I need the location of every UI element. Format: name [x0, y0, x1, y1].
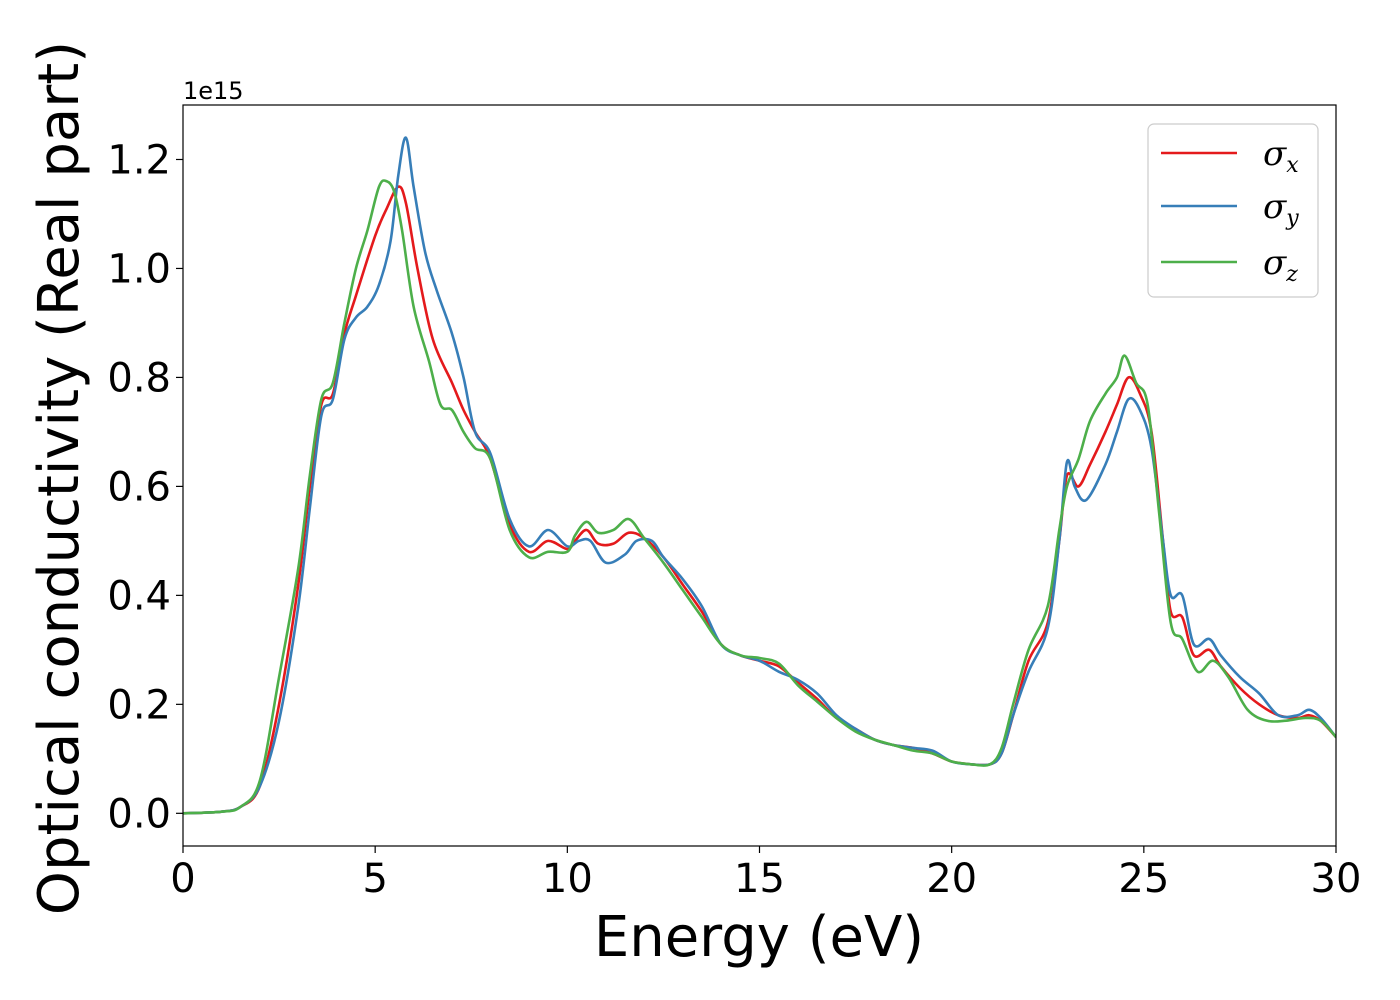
y-tick-label: 0.2	[107, 682, 171, 728]
y-tick-label: 0.0	[107, 791, 171, 837]
x-tick-label: 30	[1311, 856, 1362, 902]
legend-box	[1147, 123, 1319, 298]
y-tick-label: 0.8	[107, 355, 171, 401]
x-tick-label: 25	[1118, 856, 1169, 902]
plot-frame	[182, 104, 1337, 847]
y-tick-label: 1.2	[107, 137, 171, 183]
x-tick-label: 20	[926, 856, 977, 902]
y-tick-label: 0.4	[107, 573, 171, 619]
legend-entries: σx σy σz	[1161, 134, 1299, 287]
tick-layer: 0 5 10 15 20 25 30 0.0 0.2 0.4 0.6 0.8 1.0 1.2	[107, 137, 1361, 902]
series-line-z	[183, 179, 1336, 815]
legend-label-z: σz	[1263, 243, 1298, 287]
legend: σx σy σz	[1147, 123, 1319, 298]
legend-label-x: σx	[1263, 134, 1299, 178]
x-tick-label: 5	[362, 856, 387, 902]
x-axis-label: Energy (eV)	[594, 905, 924, 970]
x-tick-label: 0	[170, 856, 195, 902]
series-layer	[183, 136, 1336, 815]
y-tick-label: 0.6	[107, 464, 171, 510]
y-axis-offset-label: 1e15	[183, 77, 244, 105]
y-axis-label: Optical conductivity (Real part)	[27, 41, 92, 915]
x-tick-label: 15	[734, 856, 785, 902]
x-tick-label: 10	[542, 856, 593, 902]
y-tick-label: 1.0	[107, 246, 171, 292]
legend-label-y: σy	[1263, 187, 1299, 231]
